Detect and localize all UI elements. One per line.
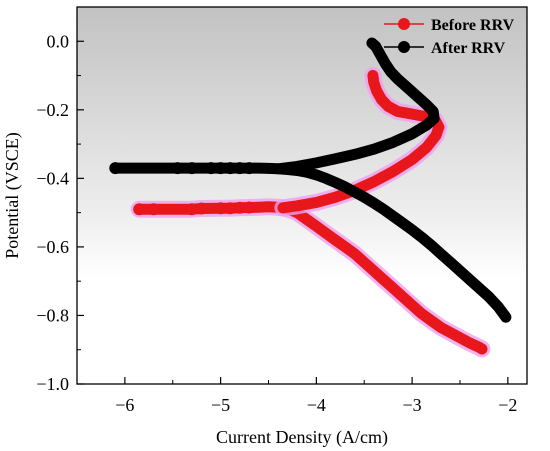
y-tick-label-1: −0.2 [36,100,69,120]
y-tick-label-4: −0.8 [36,305,69,325]
y-axis-title: Potential (VSCE) [2,132,23,259]
legend-marker-after-rrv [398,41,410,53]
x-axis-title: Current Density (A/cm) [216,427,388,448]
series-layer [109,37,512,358]
x-tick-label-1: −5 [211,395,230,415]
y-tick-label-0: 0.0 [47,31,70,51]
series-before-rrv-point-1 [147,203,160,216]
legend-label-after-rrv: After RRV [431,40,506,57]
series-after-rrv-point-0 [109,162,122,175]
series-before-rrv-point-7 [243,201,256,214]
series-before-rrv-point-3 [195,202,208,215]
plot-frame [76,6,528,385]
x-tick-label-2: −4 [307,395,326,415]
series-after-rrv-point-1 [171,162,184,175]
y-tick-label-3: −0.6 [36,237,69,257]
y-tick-label-5: −1.0 [36,374,69,394]
x-tick-label-3: −3 [403,395,422,415]
series-after-rrv-line-1 [278,42,435,170]
series-after-rrv [109,37,512,323]
axes-layer: −6 −5 −4 −3 −2 0.0 −0.2 −0.4 −0.6 −0.8 −1.0 [36,31,517,415]
legend: Before RRV After RRV [384,17,515,57]
y-tick-label-2: −0.4 [36,168,69,188]
x-tick-label-4: −2 [498,395,517,415]
series-before-rrv [130,67,491,358]
plot-background [77,7,527,384]
series-after-rrv-point-7 [243,162,256,175]
legend-label-before-rrv: Before RRV [431,17,515,34]
series-before-rrv-point-0 [133,203,146,216]
series-before-rrv-line-1 [282,75,440,209]
series-after-rrv-point-2 [185,162,198,175]
legend-marker-before-rrv [398,18,410,30]
x-tick-label-0: −6 [115,395,134,415]
